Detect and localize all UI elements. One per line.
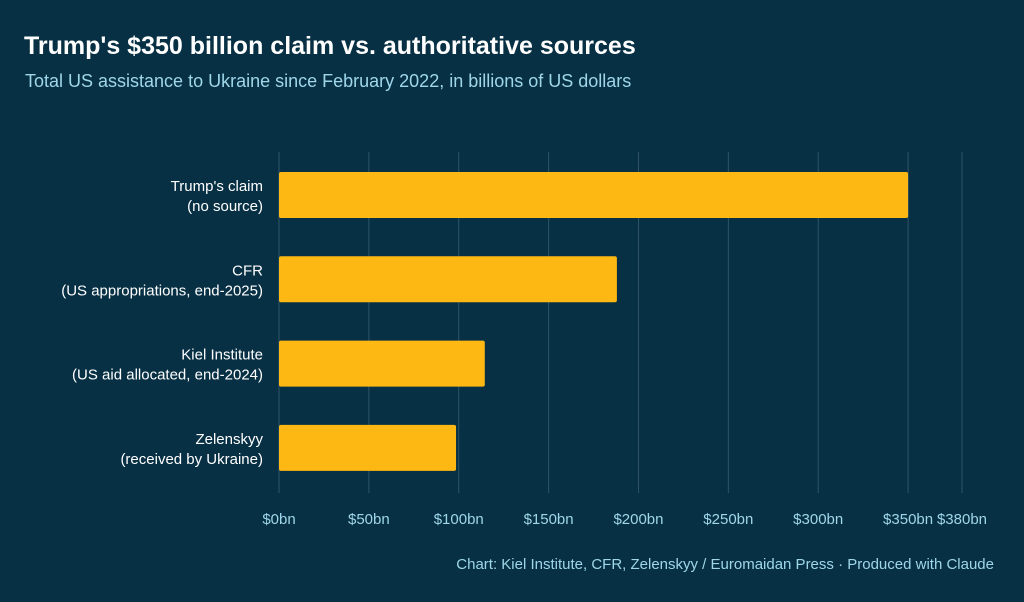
category-label-2-line-0: Kiel Institute (181, 347, 263, 364)
chart-caption: Chart: Kiel Institute, CFR, Zelenskyy / … (456, 556, 994, 573)
category-label-2-line-1: (US aid allocated, end-2024) (72, 367, 263, 384)
x-tick-label-0: $0bn (262, 511, 295, 528)
bar-0 (279, 172, 909, 218)
x-tick-label-6: $300bn (793, 511, 843, 528)
x-tick-label-4: $200bn (613, 511, 663, 528)
category-label-3: Zelenskyy (received by Ukraine) (120, 431, 263, 468)
category-label-0-line-1: (no source) (187, 198, 263, 215)
chart-title: Trump's $350 billion claim vs. authorita… (24, 32, 636, 60)
category-label-1-line-1: (US appropriations, end-2025) (61, 282, 263, 299)
x-tick-label-8: $380bn (937, 511, 987, 528)
category-label-2: Kiel Institute (US aid allocated, end-202… (72, 347, 263, 384)
x-axis-ticks: $0bn $50bn $100bn $150bn $200bn $250bn $300bn $… (262, 511, 987, 528)
bar-2 (279, 340, 485, 387)
category-label-1-line-0: CFR (232, 262, 263, 279)
category-label-0-line-0: Trump's claim (171, 178, 263, 195)
x-tick-label-7: $350bn (883, 511, 933, 528)
category-label-1: CFR (US appropriations, end-2025) (61, 262, 263, 299)
chart-subtitle: Total US assistance to Ukraine since Feb… (25, 71, 632, 91)
bar-1 (279, 256, 617, 303)
bar-3 (279, 424, 457, 471)
x-tick-label-3: $150bn (524, 511, 574, 528)
category-labels: Trump's claim (no source) CFR (US appropria… (61, 178, 263, 468)
x-tick-label-1: $50bn (348, 511, 390, 528)
bars (279, 172, 909, 471)
x-tick-label-2: $100bn (434, 511, 484, 528)
category-label-0: Trump's claim (no source) (171, 178, 263, 215)
category-label-3-line-1: (received by Ukraine) (120, 451, 263, 468)
x-tick-label-5: $250bn (703, 511, 753, 528)
category-label-3-line-0: Zelenskyy (195, 431, 263, 448)
